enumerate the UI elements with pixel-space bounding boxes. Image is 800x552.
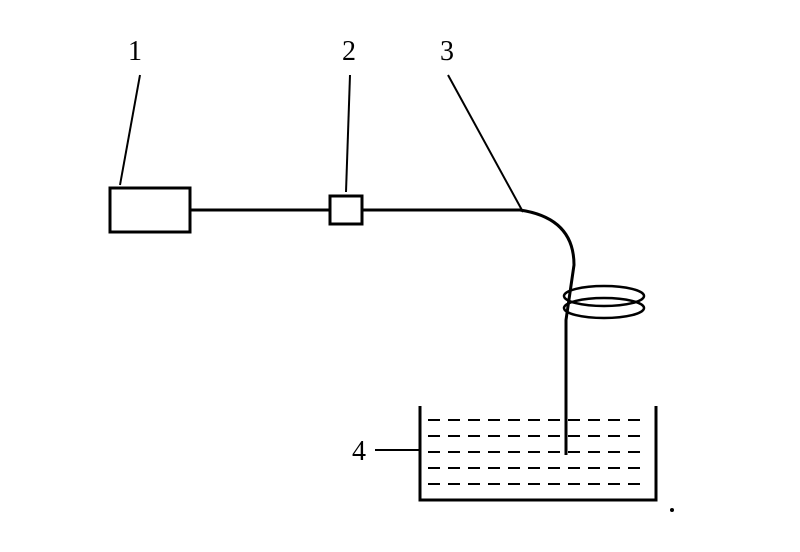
label-4: 4 <box>352 436 366 468</box>
leader-line-2 <box>346 75 350 192</box>
dot <box>670 508 674 512</box>
schematic-diagram <box>0 0 800 552</box>
leader-line-1 <box>120 75 140 185</box>
tube-loop-top <box>564 286 644 306</box>
leader-line-3 <box>448 75 523 212</box>
component-box-2 <box>330 196 362 224</box>
component-box-1 <box>110 188 190 232</box>
label-2: 2 <box>342 36 356 68</box>
label-3: 3 <box>440 36 454 68</box>
label-1: 1 <box>128 36 142 68</box>
tube-path <box>362 210 574 455</box>
tube-loop-bottom <box>564 298 644 318</box>
